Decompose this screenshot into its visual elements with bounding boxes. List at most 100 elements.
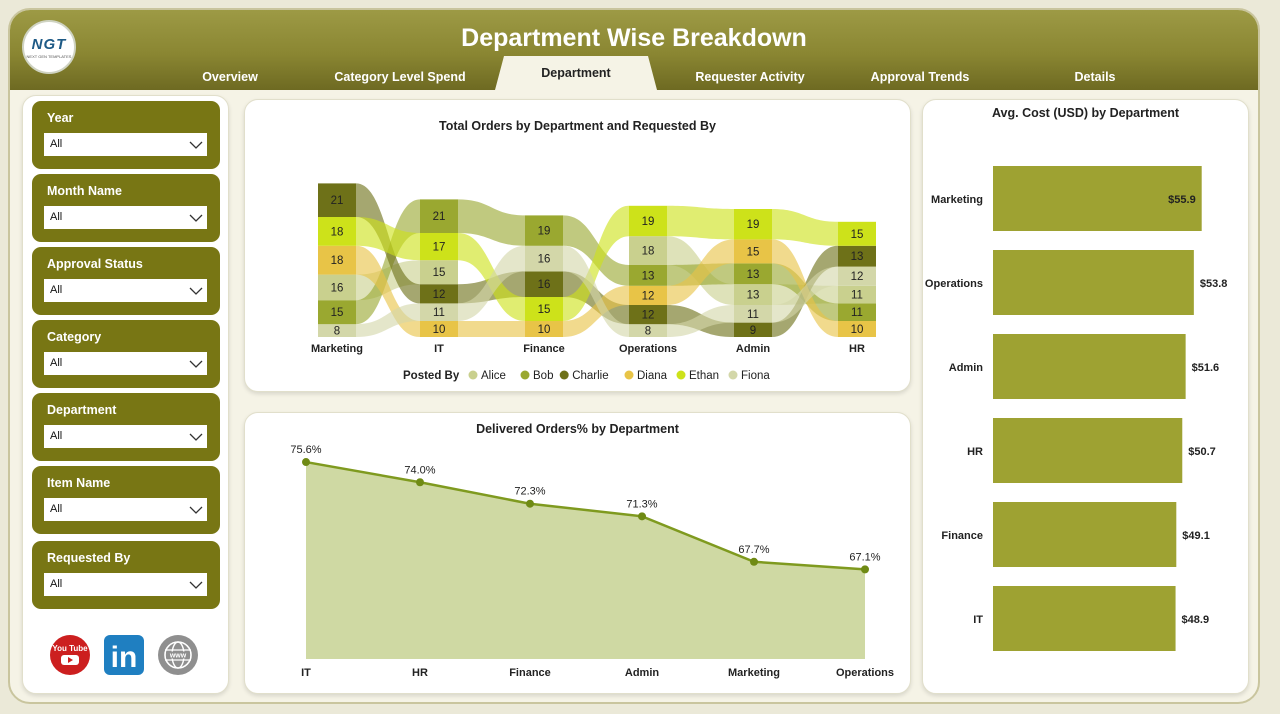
header-bar: NGT NEXT GEN TEMPLATES Department Wise B… <box>10 10 1258 90</box>
tab-approval-trends[interactable]: Approval Trends <box>870 70 970 84</box>
avg-cost-bar-finance <box>993 502 1177 567</box>
ribbon-bob-1 <box>458 199 525 246</box>
ribbon-value-label: 15 <box>538 304 551 316</box>
ribbon-segment-admin-bob <box>734 263 772 285</box>
ribbon-value-label: 18 <box>331 226 344 238</box>
ribbon-segment-hr-ethan <box>838 221 876 246</box>
youtube-text: You Tube <box>52 644 88 653</box>
logo-subtext: NEXT GEN TEMPLATES <box>26 53 72 59</box>
ribbon-segment-finance-charlie <box>525 271 563 297</box>
ribbon-segment-marketing-bob <box>318 300 356 325</box>
avg-cost-value-finance: $49.1 <box>1182 530 1210 542</box>
filter-requested-by: Requested By All <box>32 541 220 609</box>
category-label-admin: Admin <box>736 343 771 355</box>
filter-approval-dropdown[interactable]: All <box>44 279 207 302</box>
avg-cost-category-hr: HR <box>967 446 983 458</box>
filter-requested-label: Requested By <box>47 551 131 565</box>
ribbon-value-label: 13 <box>851 251 864 263</box>
ribbon-diana-1 <box>458 321 525 337</box>
filter-category-dropdown[interactable]: All <box>44 352 207 375</box>
ribbon-value-label: 12 <box>642 310 655 322</box>
filter-department-value: All <box>50 430 63 442</box>
tab-requester-activity[interactable]: Requester Activity <box>695 70 805 84</box>
ribbon-segment-hr-charlie <box>838 245 876 267</box>
delivered-point-hr <box>416 478 424 487</box>
avg-cost-value-hr: $50.7 <box>1188 446 1216 458</box>
delivered-value-label: 71.3% <box>626 498 657 510</box>
ribbon-fiona-1 <box>458 245 525 321</box>
legend-title: Posted By <box>403 370 460 382</box>
ribbon-value-label: 17 <box>433 242 446 254</box>
website-globe-icon[interactable]: www <box>157 634 199 676</box>
filter-year-dropdown[interactable]: All <box>44 133 207 156</box>
filter-item-dropdown[interactable]: All <box>44 498 207 521</box>
avg-cost-category-admin: Admin <box>949 362 984 374</box>
tab-department[interactable]: Department <box>495 56 657 90</box>
delivered-line <box>305 460 866 571</box>
ribbon-ethan-2 <box>563 205 629 321</box>
ribbon-value-label: 19 <box>747 219 760 231</box>
youtube-icon[interactable]: You Tube <box>49 634 91 676</box>
ribbon-value-label: 15 <box>851 229 864 241</box>
filter-requested-dropdown[interactable]: All <box>44 573 207 596</box>
ribbon-segment-marketing-charlie <box>318 183 356 217</box>
ribbon-segment-admin-diana <box>734 239 772 264</box>
ribbon-bob-2 <box>563 215 629 286</box>
ribbon-segment-finance-diana <box>525 321 563 337</box>
avg-cost-bar-admin <box>993 334 1186 399</box>
ribbon-segment-operations-charlie <box>629 305 667 325</box>
linkedin-icon[interactable]: in <box>103 634 145 676</box>
chevron-down-icon <box>189 352 203 375</box>
filter-category-value: All <box>50 357 63 369</box>
ribbon-segment-hr-diana <box>838 321 876 337</box>
ribbon-segment-it-charlie <box>420 284 458 304</box>
delivered-point-operations <box>861 565 869 574</box>
tab-category-level-spend[interactable]: Category Level Spend <box>334 70 466 84</box>
delivered-point-finance <box>526 499 534 508</box>
avg-cost-panel: Avg. Cost (USD) by Department Marketing $… <box>922 99 1249 694</box>
legend-marker-fiona <box>728 370 738 380</box>
tab-overview[interactable]: Overview <box>202 70 258 84</box>
filter-year-value: All <box>50 138 63 150</box>
ribbon-ethan-0 <box>356 217 420 261</box>
delivered-point-admin <box>638 512 646 521</box>
ribbon-segment-marketing-ethan <box>318 217 356 246</box>
ribbon-segment-it-alice <box>420 260 458 285</box>
avg-cost-value-admin: $51.6 <box>1192 362 1220 374</box>
avg-cost-value-marketing: $55.9 <box>1168 194 1196 206</box>
tab-details[interactable]: Details <box>1074 70 1116 84</box>
ribbon-value-label: 13 <box>747 290 760 302</box>
legend-label-alice: Alice <box>481 370 506 382</box>
chevron-down-icon <box>189 206 203 229</box>
filter-item-name: Item Name All <box>32 466 220 534</box>
ribbon-segment-operations-diana <box>629 285 667 305</box>
filter-requested-value: All <box>50 578 63 590</box>
ribbon-value-label: 10 <box>851 324 864 336</box>
ribbon-value-label: 13 <box>642 270 655 282</box>
legend-marker-bob <box>520 370 530 380</box>
ribbon-flows <box>356 183 838 337</box>
area-category-label-hr: HR <box>412 667 428 679</box>
logo-text: NGT <box>31 35 67 53</box>
filter-month-dropdown[interactable]: All <box>44 206 207 229</box>
filter-department-dropdown[interactable]: All <box>44 425 207 448</box>
ribbon-segment-it-bob <box>420 199 458 233</box>
delivered-chart-panel: Delivered Orders% by Department 75.6% IT 7… <box>244 412 911 694</box>
ribbon-segment-hr-bob <box>838 303 876 321</box>
ribbon-value-label: 11 <box>747 309 759 321</box>
category-label-it: IT <box>434 343 444 355</box>
ribbon-segment-admin-ethan <box>734 209 772 240</box>
avg-cost-bar-operations <box>993 250 1194 315</box>
delivered-value-label: 75.6% <box>290 444 321 456</box>
ngt-logo: NGT NEXT GEN TEMPLATES <box>22 20 76 74</box>
ribbon-segment-hr-alice <box>838 285 876 304</box>
ribbon-segment-marketing-diana <box>318 245 356 275</box>
category-label-operations: Operations <box>619 343 677 355</box>
ribbon-value-label: 18 <box>331 255 344 267</box>
filter-year: Year All <box>32 101 220 169</box>
area-category-label-finance: Finance <box>509 667 551 679</box>
ribbon-value-label: 21 <box>331 195 344 207</box>
delivered-area-chart: 75.6% IT 74.0% HR 72.3% Finance 71.3% Admin 67.7… <box>290 444 894 679</box>
ribbon-chart: 8 15 16 18 18 21 Marketing 10 11 12 15 17 21 IT 10 15 16… <box>311 183 876 382</box>
ribbon-segment-finance-fiona <box>525 245 563 272</box>
